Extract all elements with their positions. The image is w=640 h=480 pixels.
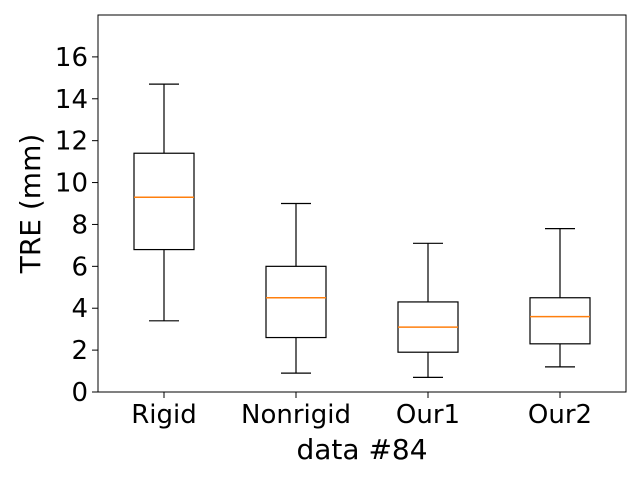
x-axis-label: data #84 (296, 433, 427, 466)
axes-frame (97, 14, 627, 393)
y-tick-label: 0 (71, 378, 88, 408)
y-tick-label: 8 (71, 210, 88, 240)
y-tick-label: 16 (55, 43, 88, 73)
x-axis-ticks: Rigid Nonrigid Our1 Our2 (131, 392, 592, 430)
x-tick-label-our1: Our1 (396, 400, 460, 430)
box-nonrigid (265, 202, 327, 374)
y-tick-label: 6 (71, 252, 88, 282)
box-iqr (133, 152, 195, 251)
x-tick-label-rigid: Rigid (131, 400, 197, 430)
y-tick-label: 4 (71, 294, 88, 324)
y-axis-ticks: 0 2 4 6 8 10 12 14 16 (55, 43, 98, 408)
box-iqr (529, 297, 591, 345)
y-tick-label: 14 (55, 85, 88, 115)
y-tick-label: 12 (55, 127, 88, 157)
y-tick-label: 10 (55, 169, 88, 199)
y-tick-label: 2 (71, 336, 88, 366)
box-iqr (265, 265, 327, 339)
x-tick-label-nonrigid: Nonrigid (241, 400, 351, 430)
box-series (133, 83, 591, 378)
box-our1 (397, 242, 459, 378)
box-rigid (133, 83, 195, 322)
x-tick-label-our2: Our2 (528, 400, 592, 430)
box-our2 (529, 228, 591, 368)
y-axis-label: TRE (mm) (14, 134, 47, 275)
